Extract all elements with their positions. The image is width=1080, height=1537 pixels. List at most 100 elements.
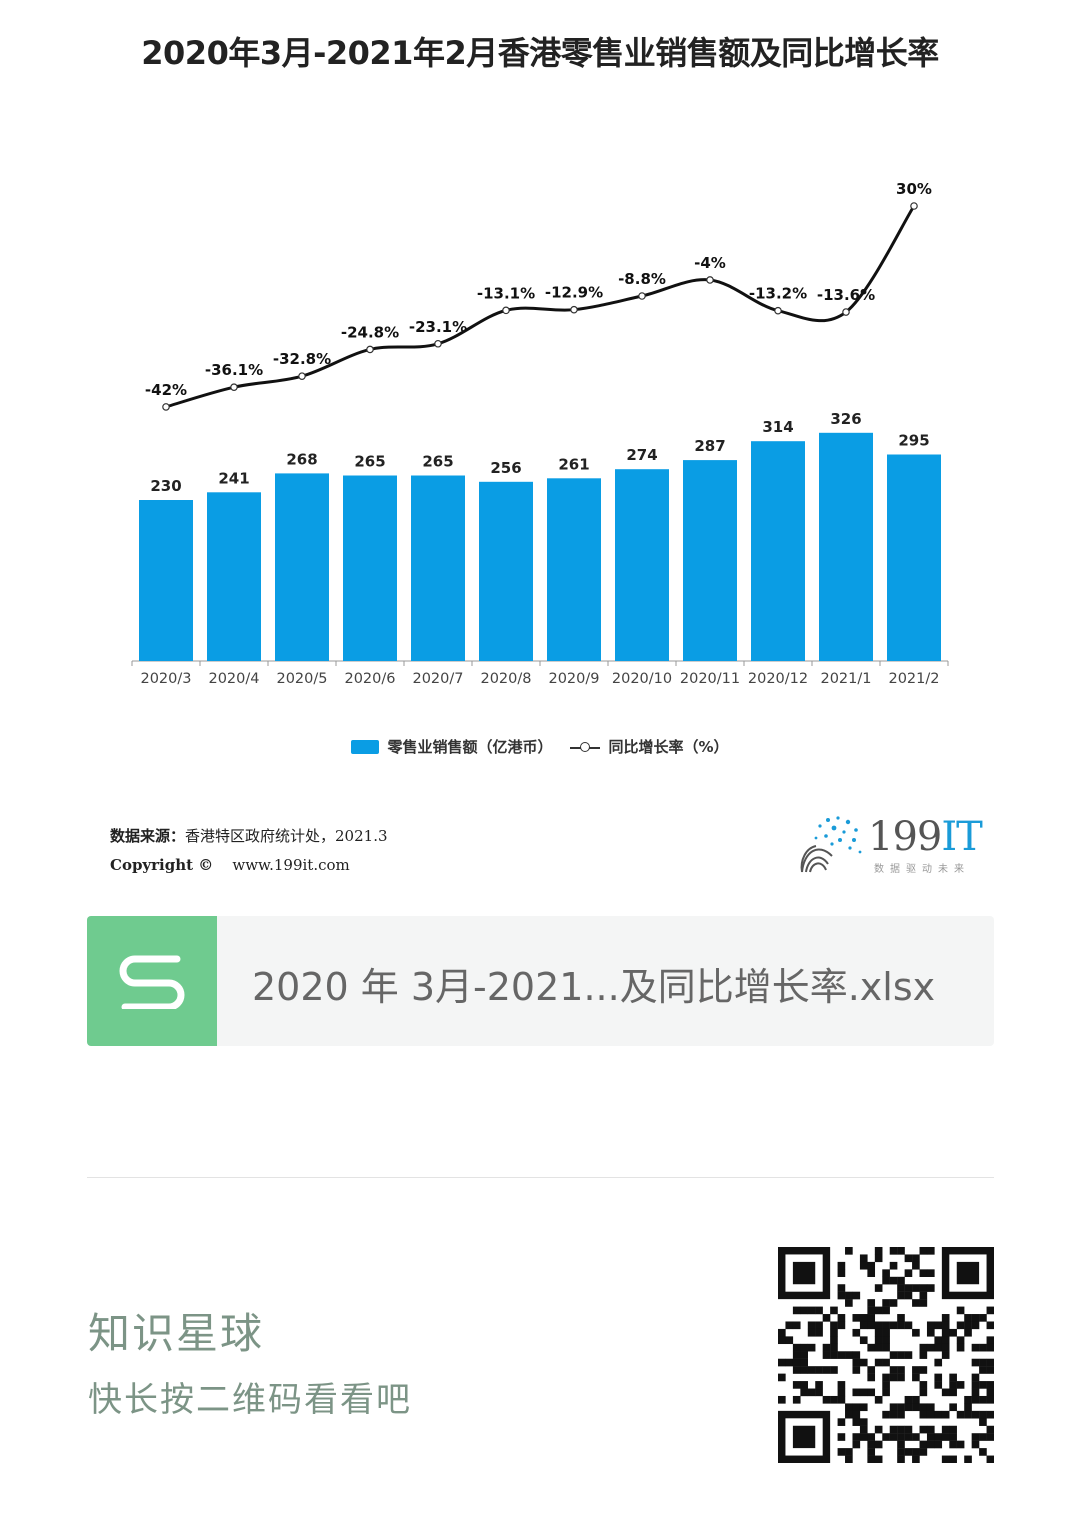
qr-module	[897, 1247, 905, 1255]
growth-point	[434, 339, 442, 348]
qr-module	[912, 1395, 920, 1404]
qr-module	[800, 1358, 808, 1367]
qr-module	[926, 1425, 935, 1434]
qr-module	[919, 1410, 928, 1419]
qr-module	[979, 1410, 987, 1419]
qr-module	[785, 1321, 794, 1330]
qr-module	[979, 1395, 987, 1404]
qr-module	[904, 1269, 913, 1277]
qr-module	[882, 1269, 890, 1277]
bar-2020/12	[751, 441, 805, 661]
growth-value-label: -4%	[694, 254, 726, 272]
growth-point	[638, 292, 646, 300]
copyright-url: www.199it.com	[232, 856, 350, 874]
qr-module	[979, 1314, 987, 1322]
brand-name: 199IT	[868, 814, 983, 860]
qr-finder-pattern	[956, 1261, 980, 1285]
qr-module	[941, 1388, 950, 1397]
qr-module	[867, 1343, 876, 1352]
legend-item-sales: 零售业销售额（亿港币）	[351, 736, 552, 757]
qr-module	[800, 1381, 808, 1389]
qr-module	[919, 1366, 928, 1374]
bar-value-label: 295	[898, 432, 929, 450]
qr-module	[897, 1314, 905, 1322]
qr-module	[830, 1328, 838, 1337]
qr-module	[934, 1373, 943, 1382]
qr-module	[897, 1448, 905, 1456]
source-note: 数据来源：香港特区政府统计处，2021.3 Copyright © www.19…	[110, 822, 388, 880]
growth-point	[842, 308, 850, 316]
qr-module	[964, 1321, 972, 1330]
growth-point	[706, 276, 714, 284]
qr-module	[859, 1418, 868, 1426]
qr-module	[934, 1440, 943, 1449]
qr-module	[964, 1395, 972, 1404]
qr-module	[964, 1410, 972, 1419]
qr-module	[882, 1433, 890, 1441]
qr-module	[934, 1358, 943, 1367]
qr-module	[934, 1433, 943, 1441]
qr-module	[941, 1321, 950, 1330]
qr-module	[852, 1418, 861, 1426]
growth-point	[162, 403, 170, 411]
qr-finder-pattern	[792, 1261, 816, 1285]
qr-module	[852, 1366, 861, 1374]
qr-module	[904, 1425, 913, 1434]
qr-module	[792, 1358, 801, 1367]
qr-module	[986, 1343, 994, 1352]
qr-module	[919, 1284, 928, 1292]
x-tick-label: 2021/2	[888, 671, 939, 687]
dandelion-icon	[800, 816, 862, 873]
bar-value-label: 314	[762, 418, 793, 436]
growth-value-label: 30%	[896, 180, 932, 198]
qr-module	[837, 1388, 846, 1397]
qr-module	[926, 1343, 935, 1352]
growth-point	[230, 383, 238, 391]
planet-subtitle: 快长按二维码看看吧	[88, 1380, 412, 1420]
bar-2020/3	[139, 500, 193, 661]
qr-module	[815, 1306, 823, 1315]
qr-module	[964, 1314, 972, 1322]
qr-module	[919, 1291, 928, 1300]
qr-module	[837, 1269, 846, 1277]
qr-code[interactable]	[778, 1247, 994, 1463]
bar-value-label: 230	[150, 477, 181, 495]
qr-module	[926, 1269, 935, 1277]
growth-value-label: -13.6%	[817, 286, 875, 304]
qr-module	[792, 1366, 801, 1374]
qr-module	[807, 1306, 816, 1315]
qr-module	[889, 1276, 898, 1285]
bar-2020/5	[275, 473, 329, 661]
qr-module	[941, 1336, 950, 1345]
bar-value-label: 274	[626, 446, 657, 464]
qr-module	[919, 1440, 928, 1449]
qr-module	[859, 1254, 868, 1263]
qr-module	[859, 1388, 868, 1397]
qr-module	[867, 1448, 876, 1456]
bar-2020/8	[479, 481, 533, 661]
qr-module	[897, 1403, 905, 1412]
growth-point	[502, 306, 510, 315]
qr-module	[815, 1321, 823, 1330]
file-attachment-card[interactable]: 2020 年 3月-2021...及同比增长率.xlsx	[87, 916, 994, 1046]
qr-module	[934, 1343, 943, 1352]
growth-point	[910, 202, 918, 210]
qr-module	[874, 1328, 883, 1337]
qr-module	[845, 1448, 853, 1456]
qr-module	[874, 1336, 883, 1345]
growth-point	[366, 345, 374, 354]
qr-module	[822, 1366, 831, 1374]
qr-module	[956, 1381, 965, 1389]
bar-2020/6	[343, 475, 397, 661]
growth-value-label: -24.8%	[341, 323, 399, 341]
qr-module	[837, 1291, 846, 1300]
x-tick-label: 2020/7	[412, 671, 463, 687]
qr-module	[912, 1448, 920, 1456]
qr-module	[971, 1321, 980, 1330]
qr-module	[889, 1366, 898, 1374]
qr-module	[986, 1395, 994, 1404]
qr-module	[949, 1433, 957, 1441]
qr-module	[874, 1440, 883, 1449]
x-tick-label: 2020/5	[276, 671, 327, 687]
qr-module	[882, 1276, 890, 1285]
